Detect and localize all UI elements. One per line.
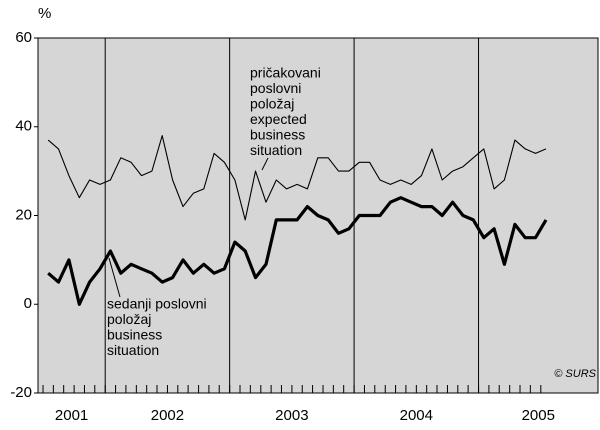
leader-line [108, 257, 121, 298]
x-year-label: 2002 [151, 407, 184, 424]
x-year-label: 2005 [522, 407, 555, 424]
annotation-line: expected [250, 111, 307, 127]
y-tick-label: 60 [15, 29, 32, 46]
y-tick-label: 20 [15, 206, 32, 223]
x-year-label: 2001 [55, 407, 88, 424]
annotation-line: pričakovani [250, 65, 321, 81]
credit: © SURS [554, 368, 596, 380]
annotation-line: situation [250, 142, 302, 158]
annotation-line: business [250, 127, 305, 143]
annotation-line: položaj [107, 311, 151, 327]
plot-frame [37, 37, 599, 394]
y-unit: % [38, 5, 51, 22]
leader-line [261, 157, 269, 171]
x-year-label: 2004 [400, 407, 433, 424]
x-year-label: 2003 [275, 407, 308, 424]
annotation-line: sedanji poslovni [107, 296, 207, 312]
y-tick-label: 0 [24, 295, 32, 312]
annotation-line: situation [107, 342, 159, 358]
annotation-line: business [107, 327, 162, 343]
y-tick-label: 40 [15, 118, 32, 135]
annotation-line: položaj [250, 96, 294, 112]
annotation-line: poslovni [250, 80, 301, 96]
y-tick-label: -20 [10, 384, 32, 401]
line-series [47, 196, 548, 306]
line-series [47, 135, 547, 221]
